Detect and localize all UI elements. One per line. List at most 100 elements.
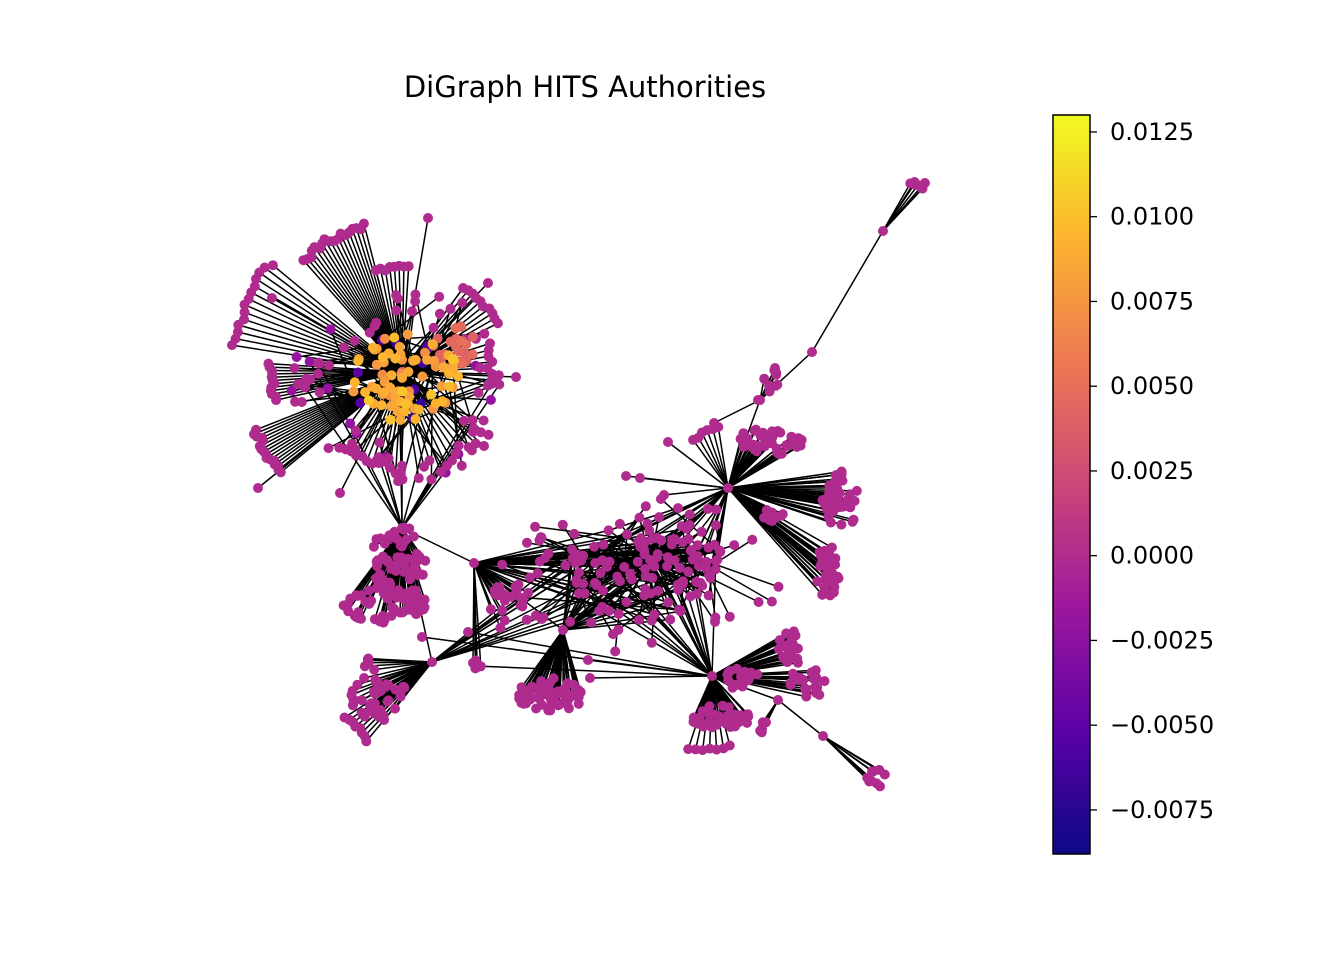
graph-node [485, 604, 496, 615]
graph-edge [727, 487, 836, 560]
graph-node [349, 335, 360, 346]
chart-title: DiGraph HITS Authorities [403, 70, 767, 104]
graph-edge [822, 735, 873, 782]
graph-node [463, 627, 473, 637]
graph-node [364, 598, 375, 609]
graph-node [589, 541, 600, 552]
graph-node [379, 538, 390, 549]
graph-node [565, 616, 576, 627]
graph-node [817, 589, 828, 600]
graph-node [522, 537, 532, 548]
graph-node [495, 622, 506, 633]
graph-node [445, 303, 456, 314]
graph-edge [727, 450, 758, 489]
graph-edge [727, 487, 826, 500]
colorbar-tick-label: −0.0050 [1110, 711, 1214, 739]
graph-edge [727, 438, 742, 489]
graph-node [379, 554, 390, 565]
graph-node [517, 594, 528, 605]
graph-node [397, 460, 407, 471]
graph-node [398, 681, 409, 692]
graph-node [395, 689, 406, 700]
graph-node [715, 546, 726, 557]
graph-edge [401, 420, 465, 529]
graph-node [386, 370, 397, 381]
graph-node [314, 387, 325, 398]
graph-node [662, 561, 672, 572]
graph-node [621, 597, 632, 607]
graph-node [521, 698, 532, 709]
graph-node [435, 466, 446, 477]
graph-node [669, 534, 680, 544]
graph-node [665, 614, 676, 625]
graph-node [759, 373, 770, 384]
graph-node [703, 542, 714, 553]
graph-node [371, 583, 382, 593]
graph-node [632, 556, 643, 567]
graph-node [595, 568, 606, 579]
graph-node [369, 698, 380, 709]
graph-node [499, 615, 510, 626]
graph-node [468, 426, 479, 437]
graph-node [776, 448, 787, 459]
graph-node [733, 717, 744, 728]
graph-node [485, 394, 496, 405]
graph-node [690, 744, 701, 755]
graph-node [232, 327, 243, 337]
graph-node [764, 380, 775, 391]
graph-node [437, 396, 448, 407]
graph-node [807, 347, 817, 357]
graph-node [875, 781, 885, 792]
graph-node [649, 561, 660, 572]
graph-node [413, 473, 424, 484]
graph-node [322, 383, 333, 394]
graph-node [377, 352, 388, 363]
graph-node [831, 474, 842, 485]
graph-node [360, 708, 371, 719]
graph-edge [421, 636, 713, 677]
graph-node [370, 674, 381, 685]
graph-node [723, 483, 733, 493]
graph-node [603, 525, 614, 536]
graph-node [417, 371, 428, 382]
graph-edge [473, 529, 609, 564]
colorbar-ticks: 0.0125 0.0100 0.0075 0.0050 0.0025 0.0000 −0.0… [1090, 118, 1214, 824]
graph-node [423, 213, 433, 223]
graph-node [919, 178, 930, 188]
graph-node [756, 727, 767, 738]
graph-node [621, 471, 631, 481]
graph-node [659, 490, 669, 500]
graph-edge [600, 487, 729, 574]
graph-edge [401, 383, 493, 529]
graph-node [289, 363, 300, 374]
graph-node [619, 562, 630, 572]
graph-node [396, 552, 407, 563]
graph-node [530, 521, 541, 532]
graph-edge [473, 562, 482, 667]
graph-node [586, 617, 597, 628]
graph-node [483, 429, 494, 440]
graph-node [808, 673, 819, 684]
graph-node [389, 589, 400, 600]
graph-edge [473, 557, 573, 564]
graph-node [673, 503, 683, 514]
graph-node [759, 441, 770, 452]
graph-node [543, 548, 554, 559]
graph-node [363, 395, 374, 406]
graph-node [569, 528, 580, 539]
graph-node [654, 512, 665, 523]
graph-node [339, 342, 349, 353]
graph-node [684, 520, 695, 530]
colorbar-tick-label: 0.0000 [1110, 542, 1194, 570]
graph-node [304, 356, 315, 367]
graph-edge [777, 699, 824, 737]
graph-edge [258, 271, 403, 373]
graph-node [478, 415, 489, 426]
graph-node [293, 379, 303, 389]
graph-node [770, 363, 780, 373]
graph-node [759, 432, 770, 442]
graph-node [703, 590, 714, 601]
graph-edge [353, 661, 433, 701]
graph-node [683, 744, 694, 755]
graph-node [390, 353, 401, 364]
